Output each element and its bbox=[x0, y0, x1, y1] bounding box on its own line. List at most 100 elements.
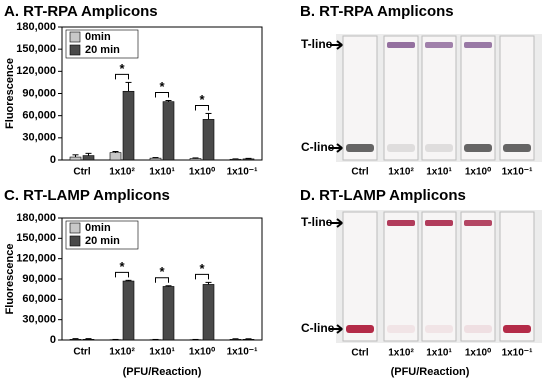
test-strip bbox=[460, 35, 496, 161]
bar bbox=[242, 158, 255, 161]
legend-label: 0min bbox=[85, 222, 111, 234]
c-band bbox=[387, 144, 415, 152]
lane-label: Ctrl bbox=[351, 348, 368, 359]
c-line-label: C-line bbox=[301, 321, 335, 335]
y-tick-label: 90,000 bbox=[22, 273, 56, 285]
bar bbox=[202, 119, 215, 161]
bar bbox=[202, 284, 215, 341]
x-tick-label: 1x10⁰ bbox=[189, 167, 215, 178]
test-strip bbox=[421, 35, 457, 161]
significance-bracket bbox=[155, 277, 169, 283]
test-strip bbox=[383, 35, 419, 161]
y-tick-label: 60,000 bbox=[22, 293, 56, 305]
y-tick-label: 90,000 bbox=[22, 87, 56, 99]
test-strip bbox=[499, 35, 535, 161]
significance-bracket bbox=[195, 273, 209, 280]
c-band bbox=[425, 144, 453, 152]
legend-swatch bbox=[69, 222, 81, 234]
bar bbox=[242, 339, 255, 341]
significance-label: * bbox=[159, 264, 165, 279]
significance-label: * bbox=[119, 259, 125, 274]
y-tick-label: 30,000 bbox=[22, 314, 56, 326]
c-line-arrow bbox=[330, 143, 344, 153]
x-tick-label: 1x10⁻¹ bbox=[227, 347, 259, 358]
c-band bbox=[346, 144, 374, 152]
x-tick-label: Ctrl bbox=[73, 167, 90, 178]
significance-bracket bbox=[115, 271, 129, 278]
y-tick-label: 150,000 bbox=[16, 43, 56, 55]
lane-label: 1x10⁰ bbox=[465, 348, 491, 359]
significance-bracket bbox=[155, 92, 169, 98]
y-tick-label: 0 bbox=[50, 154, 56, 166]
significance-label: * bbox=[159, 79, 165, 94]
lane-label: 1x10⁻¹ bbox=[502, 348, 534, 359]
bar bbox=[122, 90, 135, 161]
significance-label: * bbox=[199, 92, 205, 107]
panel-title: B. RT-RPA Amplicons bbox=[300, 3, 454, 20]
panel-title: D. RT-LAMP Amplicons bbox=[300, 187, 466, 204]
bar bbox=[82, 155, 95, 161]
y-tick-label: 120,000 bbox=[16, 65, 56, 77]
chart-title: C. RT-LAMP Amplicons bbox=[4, 187, 170, 204]
bar bbox=[122, 280, 135, 341]
c-band bbox=[346, 325, 374, 333]
x-axis-label: (PFU/Reaction) bbox=[391, 366, 470, 378]
test-strip bbox=[499, 211, 535, 342]
lane-label: Ctrl bbox=[351, 167, 368, 178]
t-line-arrow bbox=[330, 40, 344, 50]
test-strip bbox=[460, 211, 496, 342]
lane-label: 1x10¹ bbox=[426, 348, 452, 359]
significance-label: * bbox=[119, 61, 125, 76]
t-band bbox=[425, 220, 453, 226]
t-band bbox=[387, 42, 415, 48]
bar bbox=[109, 152, 122, 161]
y-tick-label: 60,000 bbox=[22, 110, 56, 122]
t-band bbox=[464, 220, 492, 226]
c-line-label: C-line bbox=[301, 140, 335, 154]
test-strip bbox=[342, 211, 378, 342]
bar bbox=[229, 339, 242, 341]
x-tick-label: Ctrl bbox=[73, 347, 90, 358]
legend-swatch bbox=[69, 235, 81, 247]
bar bbox=[162, 286, 175, 341]
c-band bbox=[425, 325, 453, 333]
legend-label: 0min bbox=[85, 31, 111, 43]
legend-swatch bbox=[69, 31, 81, 43]
c-band bbox=[464, 144, 492, 152]
y-tick-label: 0 bbox=[50, 334, 56, 346]
test-strip bbox=[421, 211, 457, 342]
legend-label: 20 min bbox=[85, 44, 120, 56]
significance-bracket bbox=[115, 73, 129, 80]
x-axis-label: (PFU/Reaction) bbox=[123, 366, 202, 378]
bar bbox=[69, 156, 82, 161]
t-line-label: T-line bbox=[301, 37, 333, 51]
x-tick-label: 1x10¹ bbox=[149, 167, 175, 178]
chart-title: A. RT-RPA Amplicons bbox=[4, 3, 158, 20]
x-tick-label: 1x10¹ bbox=[149, 347, 175, 358]
legend-label: 20 min bbox=[85, 235, 120, 247]
t-band bbox=[425, 42, 453, 48]
significance-bracket bbox=[195, 104, 209, 111]
x-tick-label: 1x10⁰ bbox=[189, 347, 215, 358]
bar bbox=[82, 339, 95, 341]
lane-label: 1x10⁻¹ bbox=[502, 167, 534, 178]
bar bbox=[189, 158, 202, 161]
x-tick-label: 1x10² bbox=[109, 167, 135, 178]
t-band bbox=[387, 220, 415, 226]
bar bbox=[149, 157, 162, 161]
x-tick-label: 1x10² bbox=[109, 347, 135, 358]
y-axis-label: Fluorescence bbox=[4, 58, 16, 129]
c-band bbox=[464, 325, 492, 333]
t-band bbox=[464, 42, 492, 48]
lane-label: 1x10² bbox=[388, 167, 414, 178]
t-line-label: T-line bbox=[301, 215, 333, 229]
y-tick-label: 30,000 bbox=[22, 132, 56, 144]
c-band bbox=[387, 325, 415, 333]
c-line-arrow bbox=[330, 324, 344, 334]
y-tick-label: 180,000 bbox=[16, 212, 56, 224]
lane-label: 1x10² bbox=[388, 348, 414, 359]
significance-label: * bbox=[199, 261, 205, 276]
lane-label: 1x10⁰ bbox=[465, 167, 491, 178]
c-band bbox=[503, 144, 531, 152]
